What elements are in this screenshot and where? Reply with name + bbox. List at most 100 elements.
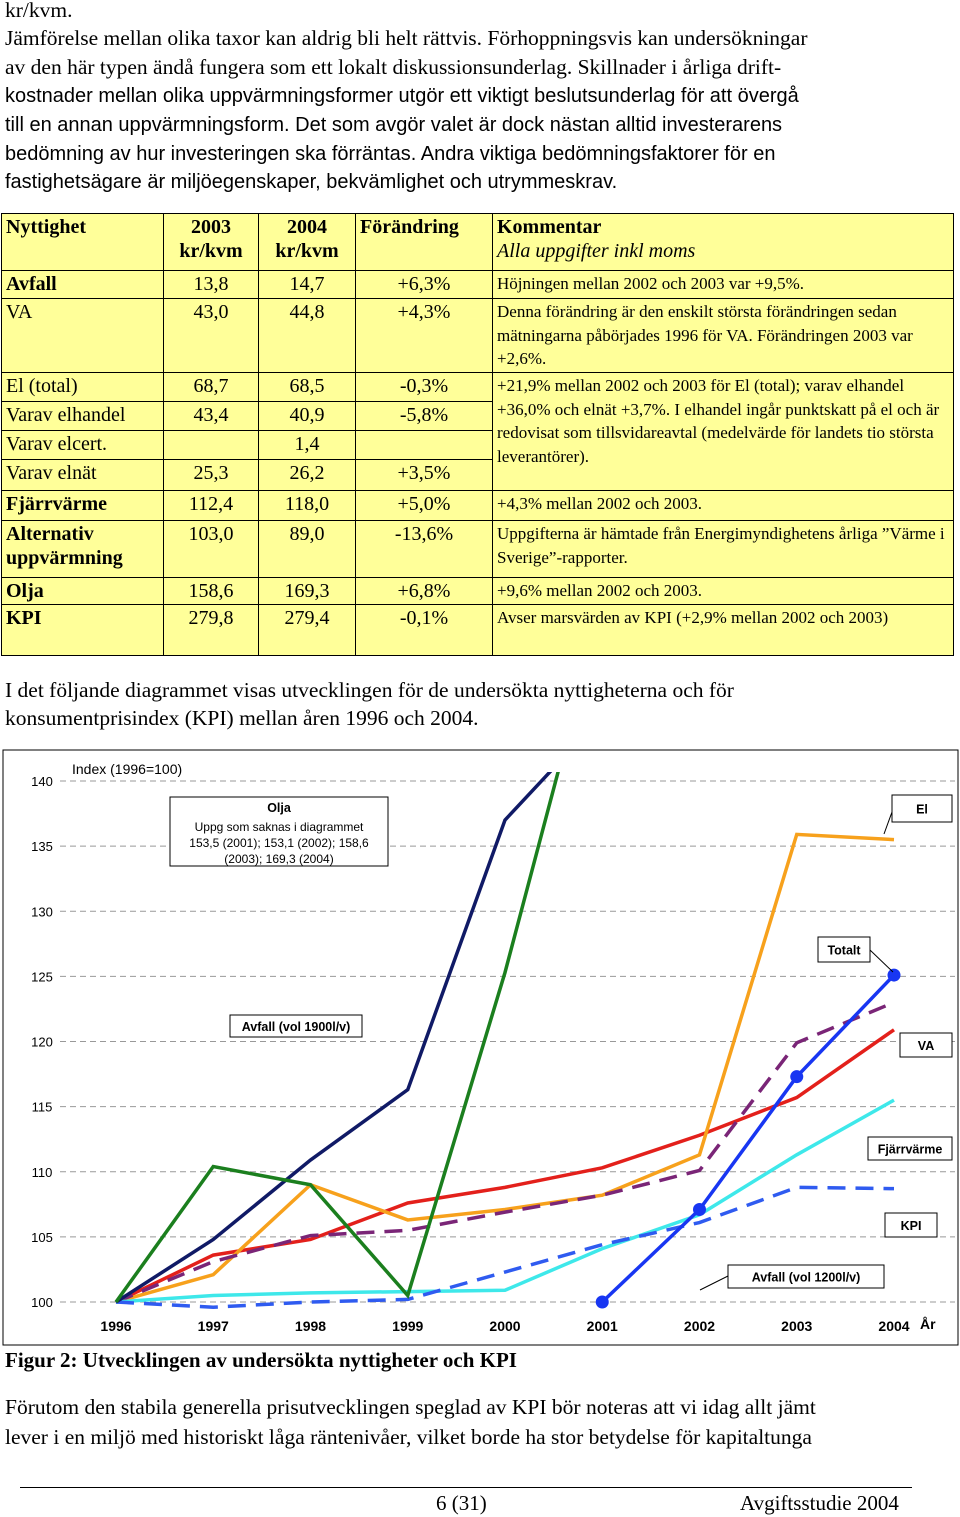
label-box	[169, 796, 389, 867]
label-pointer	[699, 1275, 729, 1291]
table-cell: 279,4	[258, 604, 356, 656]
table-cell: -13,6%	[355, 520, 493, 578]
table-cell: 68,7	[163, 372, 259, 402]
label-pointer	[869, 949, 894, 973]
text-line: bedömning av hur investeringen ska förrä…	[5, 143, 776, 165]
header-cell: Kommentar Alla uppgifter inkl moms	[492, 213, 954, 271]
x-tick-label: 1999	[392, 1318, 423, 1334]
comment-cell: Höjningen mellan 2002 och 2003 var +9,5%…	[492, 270, 954, 299]
cell-text: 68,7	[193, 375, 229, 397]
cell-text: 118,0	[284, 493, 330, 515]
series-label: El	[916, 803, 928, 817]
table-cell: -5,8%	[355, 401, 493, 431]
series-label: KPI	[901, 1219, 922, 1233]
text-line: kr/kvm.	[5, 0, 73, 22]
cell-text: Höjningen mellan 2002 och 2003 var +9,5%…	[497, 274, 805, 293]
cell-text: VA	[6, 301, 33, 323]
cell-text: -13,6%	[394, 523, 454, 545]
cell-text: Alternativ uppvärmning	[6, 523, 123, 569]
cell-text: 279,4	[284, 607, 330, 629]
cell-text: 279,8	[188, 607, 234, 629]
table-cell: 68,5	[258, 372, 356, 402]
cell-text: Varav elcert.	[6, 433, 108, 455]
label-pointer	[883, 811, 893, 835]
cell-text: 68,5	[289, 375, 325, 397]
table-cell: +3,5%	[355, 459, 493, 491]
y-tick-label: 105	[31, 1230, 53, 1245]
header-text: 2004	[287, 216, 327, 238]
table-cell: +4,3%	[355, 298, 493, 373]
series-label: VA	[918, 1039, 934, 1053]
text-line: Förutom den stabila generella prisutveck…	[5, 1395, 816, 1419]
table-cell: 89,0	[258, 520, 356, 578]
series-line	[115, 1185, 895, 1309]
table-cell: +5,0%	[355, 490, 493, 521]
table-cell: 26,2	[258, 459, 356, 491]
cell-text: +3,5%	[397, 462, 451, 484]
cell-text: +4,3%	[397, 301, 451, 323]
text-line: I det följande diagrammet visas utveckli…	[5, 678, 734, 702]
cell-text: 25,3	[193, 462, 229, 484]
table-row: El (total) 68,7 68,5 -0,3% +21,9% mellan 200…	[1, 372, 954, 491]
header-text: Kommentar	[497, 216, 602, 238]
table-cell: 25,3	[163, 459, 259, 491]
table-cell: 43,4	[163, 401, 259, 431]
cell-text: -5,8%	[399, 404, 449, 426]
cell-text: Olja	[6, 580, 44, 602]
table-cell: VA	[1, 298, 164, 373]
y-tick-label: 130	[31, 904, 53, 919]
y-tick-label: 120	[31, 1035, 53, 1050]
table-cell: 44,8	[258, 298, 356, 373]
label-box	[891, 794, 953, 823]
table-cell: 158,6	[163, 577, 259, 605]
table-row: Fjärrvärme 112,4 118,0 +5,0% +4,3% mellan 20…	[1, 490, 954, 521]
cell-text: Uppgifterna är hämtade från Energimyndig…	[497, 524, 945, 567]
table-cell: 118,0	[258, 490, 356, 521]
series-marker	[790, 1070, 804, 1084]
table-row: Alternativ uppvärmning 103,0 89,0 -13,6% Upp…	[1, 520, 954, 578]
table-cell: KPI	[1, 604, 164, 656]
series-line	[115, 832, 895, 1304]
table-cell: +6,8%	[355, 577, 493, 605]
text-line: kostnader mellan olika uppvärmningsforme…	[5, 85, 799, 107]
comment-cell: +9,6% mellan 2002 och 2003.	[492, 577, 954, 605]
table-cell: Varav elnät	[1, 459, 164, 491]
page-number: 6 (31)	[436, 1491, 487, 1515]
cell-text: 43,4	[193, 404, 229, 426]
label-box	[229, 1014, 363, 1038]
cell-text: 40,9	[289, 404, 325, 426]
table-row: KPI 279,8 279,4 -0,1% Avser marsvärden av KP…	[1, 604, 954, 656]
table-cell: 103,0	[163, 520, 259, 578]
x-tick-label: 2003	[781, 1318, 812, 1334]
text-line: konsumentprisindex (KPI) mellan åren 199…	[5, 706, 479, 730]
cell-text: 26,2	[289, 462, 325, 484]
text-line: till en annan uppvärmningsform. Det som …	[5, 114, 783, 136]
annotation: 153,5 (2001); 153,1 (2002); 158,6	[189, 836, 369, 850]
chart-frame	[2, 749, 959, 1346]
table-row: Avfall 13,8 14,7 +6,3% Höjningen mellan 2002…	[1, 270, 954, 299]
header-text: Nyttighet	[6, 216, 86, 238]
header-cell: Nyttighet	[1, 213, 164, 271]
series-line	[601, 973, 896, 1304]
label-box	[817, 936, 871, 963]
header-text: Alla uppgifter inkl moms	[497, 240, 696, 262]
cell-text: Varav elnät	[6, 462, 97, 484]
table-row: Olja 158,6 169,3 +6,8% +9,6% mellan 2002 och…	[1, 577, 954, 605]
table-cell: 169,3	[258, 577, 356, 605]
series-label: Totalt	[827, 944, 861, 958]
table-cell: 43,0	[163, 298, 259, 373]
header-text: kr/kvm	[275, 240, 339, 262]
table-cell	[163, 430, 259, 460]
header-cell: 2003 kr/kvm	[163, 213, 259, 271]
cell-text: Fjärrvärme	[6, 493, 108, 515]
cell-text: 169,3	[284, 580, 330, 602]
cell-text: 112,4	[188, 493, 234, 515]
table-cell: 40,9	[258, 401, 356, 431]
table-cell: Alternativ uppvärmning	[1, 520, 164, 578]
label-box	[884, 1212, 938, 1238]
table-cell: 13,8	[163, 270, 259, 299]
comment-cell: Avser marsvärden av KPI (+2,9% mellan 20…	[492, 604, 954, 656]
table-cell: Varav elhandel	[1, 401, 164, 431]
table-cell: -0,1%	[355, 604, 493, 656]
